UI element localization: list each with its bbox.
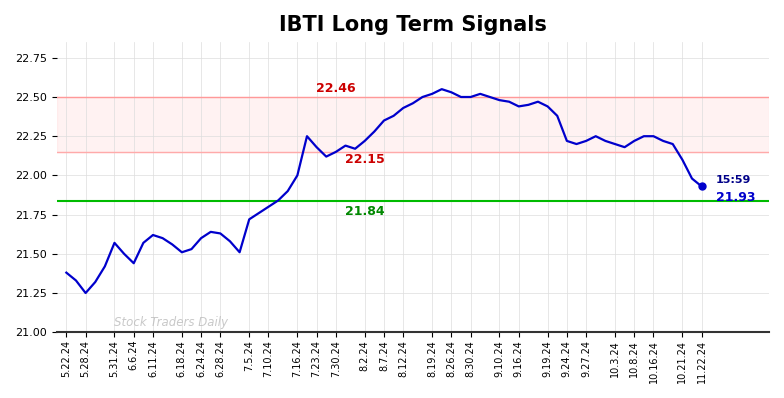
Text: Stock Traders Daily: Stock Traders Daily <box>114 316 228 329</box>
Text: 22.46: 22.46 <box>316 82 356 95</box>
Text: 21.93: 21.93 <box>716 191 756 204</box>
Bar <box>56 97 769 152</box>
Title: IBTI Long Term Signals: IBTI Long Term Signals <box>279 15 546 35</box>
Text: 22.15: 22.15 <box>345 153 385 166</box>
Text: 21.84: 21.84 <box>345 205 384 218</box>
Text: 15:59: 15:59 <box>716 175 751 185</box>
